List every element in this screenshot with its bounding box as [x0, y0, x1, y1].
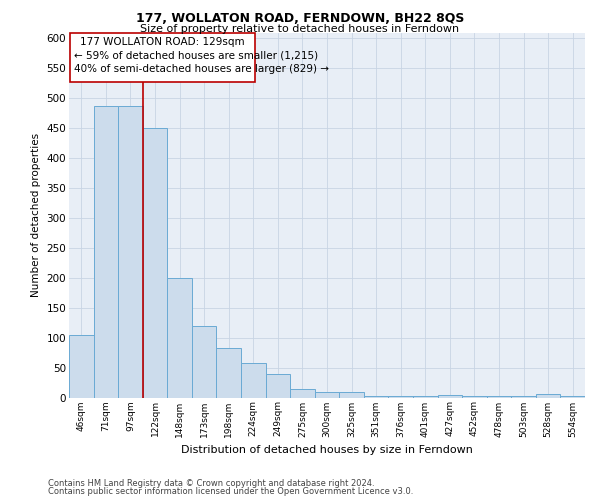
Text: ← 59% of detached houses are smaller (1,215): ← 59% of detached houses are smaller (1,… — [74, 50, 318, 60]
Bar — [364, 396, 388, 398]
Text: 40% of semi-detached houses are larger (829) →: 40% of semi-detached houses are larger (… — [74, 64, 329, 74]
Bar — [290, 388, 315, 398]
Bar — [560, 396, 585, 398]
Bar — [217, 348, 241, 398]
Bar — [413, 396, 437, 398]
Bar — [339, 392, 364, 398]
Bar — [462, 396, 487, 398]
Bar — [437, 394, 462, 398]
Bar — [536, 394, 560, 398]
Text: 177 WOLLATON ROAD: 129sqm: 177 WOLLATON ROAD: 129sqm — [80, 38, 245, 48]
Y-axis label: Number of detached properties: Number of detached properties — [31, 133, 41, 297]
Text: Contains public sector information licensed under the Open Government Licence v3: Contains public sector information licen… — [48, 487, 413, 496]
X-axis label: Distribution of detached houses by size in Ferndown: Distribution of detached houses by size … — [181, 445, 473, 455]
Bar — [69, 334, 94, 398]
Bar — [167, 278, 192, 398]
Text: 177, WOLLATON ROAD, FERNDOWN, BH22 8QS: 177, WOLLATON ROAD, FERNDOWN, BH22 8QS — [136, 12, 464, 26]
Bar — [487, 396, 511, 398]
Text: Size of property relative to detached houses in Ferndown: Size of property relative to detached ho… — [140, 24, 460, 34]
Bar — [94, 106, 118, 398]
Bar — [388, 396, 413, 398]
Bar — [511, 396, 536, 398]
Bar — [192, 326, 217, 398]
Bar — [315, 392, 339, 398]
Text: Contains HM Land Registry data © Crown copyright and database right 2024.: Contains HM Land Registry data © Crown c… — [48, 478, 374, 488]
Bar — [266, 374, 290, 398]
FancyBboxPatch shape — [70, 32, 254, 82]
Bar — [118, 106, 143, 398]
Bar — [241, 364, 266, 398]
Bar — [143, 128, 167, 398]
